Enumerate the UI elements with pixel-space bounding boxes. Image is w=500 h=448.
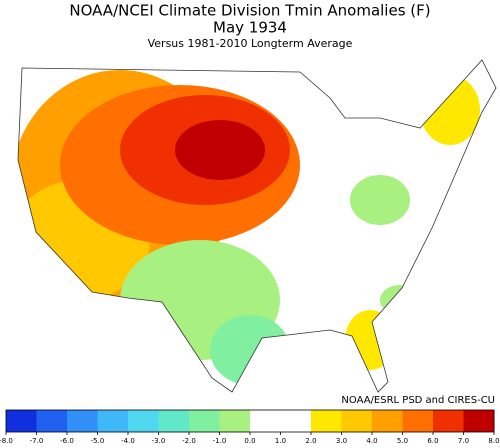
tick-label: 8.0 bbox=[488, 437, 499, 445]
region bbox=[295, 210, 345, 290]
color-bin bbox=[311, 410, 342, 432]
credit: NOAA/ESRL PSD and CIRES-CU bbox=[341, 395, 495, 406]
color-bin bbox=[128, 410, 159, 432]
tick-label: -2.0 bbox=[182, 437, 196, 445]
color-bin bbox=[158, 410, 190, 432]
tick-label: -5.0 bbox=[91, 437, 105, 445]
color-bin bbox=[402, 410, 434, 432]
caption: Versus 1981-2010 Longterm Average bbox=[148, 37, 353, 50]
color-bin bbox=[341, 410, 373, 432]
region bbox=[210, 315, 290, 385]
color-bin bbox=[219, 410, 251, 432]
region bbox=[345, 310, 395, 370]
color-bin bbox=[189, 410, 220, 432]
color-bin bbox=[372, 410, 403, 432]
color-bin bbox=[6, 410, 37, 432]
us-outline bbox=[17, 59, 497, 393]
color-bin bbox=[67, 410, 98, 432]
tick-label: 0.0 bbox=[244, 437, 255, 445]
tick-label: -1.0 bbox=[213, 437, 227, 445]
tick-label: 6.0 bbox=[427, 437, 438, 445]
region bbox=[350, 175, 410, 225]
tick-label: -4.0 bbox=[121, 437, 135, 445]
tick-label: 5.0 bbox=[397, 437, 408, 445]
color-bin bbox=[250, 410, 281, 432]
region bbox=[175, 120, 265, 180]
color-bin bbox=[97, 410, 129, 432]
color-bin bbox=[463, 410, 495, 432]
title: NOAA/NCEI Climate Division Tmin Anomalie… bbox=[69, 2, 430, 20]
tick-label: -7.0 bbox=[30, 437, 44, 445]
tick-label: -3.0 bbox=[152, 437, 166, 445]
tick-label: 7.0 bbox=[458, 437, 469, 445]
colorbar: -8.0 -7.0 -6.0 -5.0 -4.0 -3.0 -2.0 -1.0 0.0 1.0 2.… bbox=[0, 409, 500, 445]
tick-label: 3.0 bbox=[336, 437, 347, 445]
color-bin bbox=[433, 410, 464, 432]
subtitle: May 1934 bbox=[213, 19, 287, 37]
region bbox=[380, 285, 420, 315]
color-bin bbox=[36, 410, 68, 432]
tick-label: -8.0 bbox=[0, 437, 13, 445]
region bbox=[420, 75, 480, 145]
tick-label: 2.0 bbox=[305, 437, 316, 445]
tick-label: 1.0 bbox=[275, 437, 286, 445]
map bbox=[18, 60, 496, 392]
tick-label: -6.0 bbox=[60, 437, 74, 445]
color-bin bbox=[280, 410, 312, 432]
tick-label: 4.0 bbox=[366, 437, 377, 445]
